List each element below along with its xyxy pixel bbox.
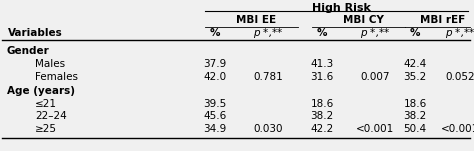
Text: 35.2: 35.2	[403, 72, 427, 82]
Text: $p$ *,**: $p$ *,**	[445, 26, 474, 40]
Text: $p$ *,**: $p$ *,**	[253, 26, 283, 40]
Text: 38.2: 38.2	[403, 111, 427, 121]
Text: 18.6: 18.6	[310, 99, 334, 109]
Text: 0.052: 0.052	[445, 72, 474, 82]
Text: 0.007: 0.007	[360, 72, 390, 82]
Text: 42.2: 42.2	[310, 124, 334, 134]
Text: MBI EE: MBI EE	[237, 15, 276, 25]
Text: MBI rEF: MBI rEF	[420, 15, 465, 25]
Text: 31.6: 31.6	[310, 72, 334, 82]
Text: 41.3: 41.3	[310, 59, 334, 69]
Text: MBI CY: MBI CY	[343, 15, 384, 25]
Text: %: %	[410, 28, 420, 38]
Text: 18.6: 18.6	[403, 99, 427, 109]
Text: <0.001: <0.001	[441, 124, 474, 134]
Text: 34.9: 34.9	[203, 124, 227, 134]
Text: 42.4: 42.4	[403, 59, 427, 69]
Text: Variables: Variables	[8, 28, 63, 38]
Text: Age (years): Age (years)	[7, 86, 75, 96]
Text: 45.6: 45.6	[203, 111, 227, 121]
Text: 38.2: 38.2	[310, 111, 334, 121]
Text: ≤21: ≤21	[35, 99, 57, 109]
Text: 42.0: 42.0	[203, 72, 227, 82]
Text: 22–24: 22–24	[35, 111, 67, 121]
Text: 0.030: 0.030	[253, 124, 283, 134]
Text: 0.781: 0.781	[253, 72, 283, 82]
Text: ≥25: ≥25	[35, 124, 57, 134]
Text: %: %	[317, 28, 327, 38]
Text: 37.9: 37.9	[203, 59, 227, 69]
Text: %: %	[210, 28, 220, 38]
Text: Gender: Gender	[7, 46, 50, 56]
Text: High Risk: High Risk	[312, 3, 371, 13]
Text: 50.4: 50.4	[403, 124, 427, 134]
Text: Females: Females	[35, 72, 78, 82]
Text: Males: Males	[35, 59, 65, 69]
Text: $p$ *,**: $p$ *,**	[360, 26, 390, 40]
Text: 39.5: 39.5	[203, 99, 227, 109]
Text: <0.001: <0.001	[356, 124, 394, 134]
